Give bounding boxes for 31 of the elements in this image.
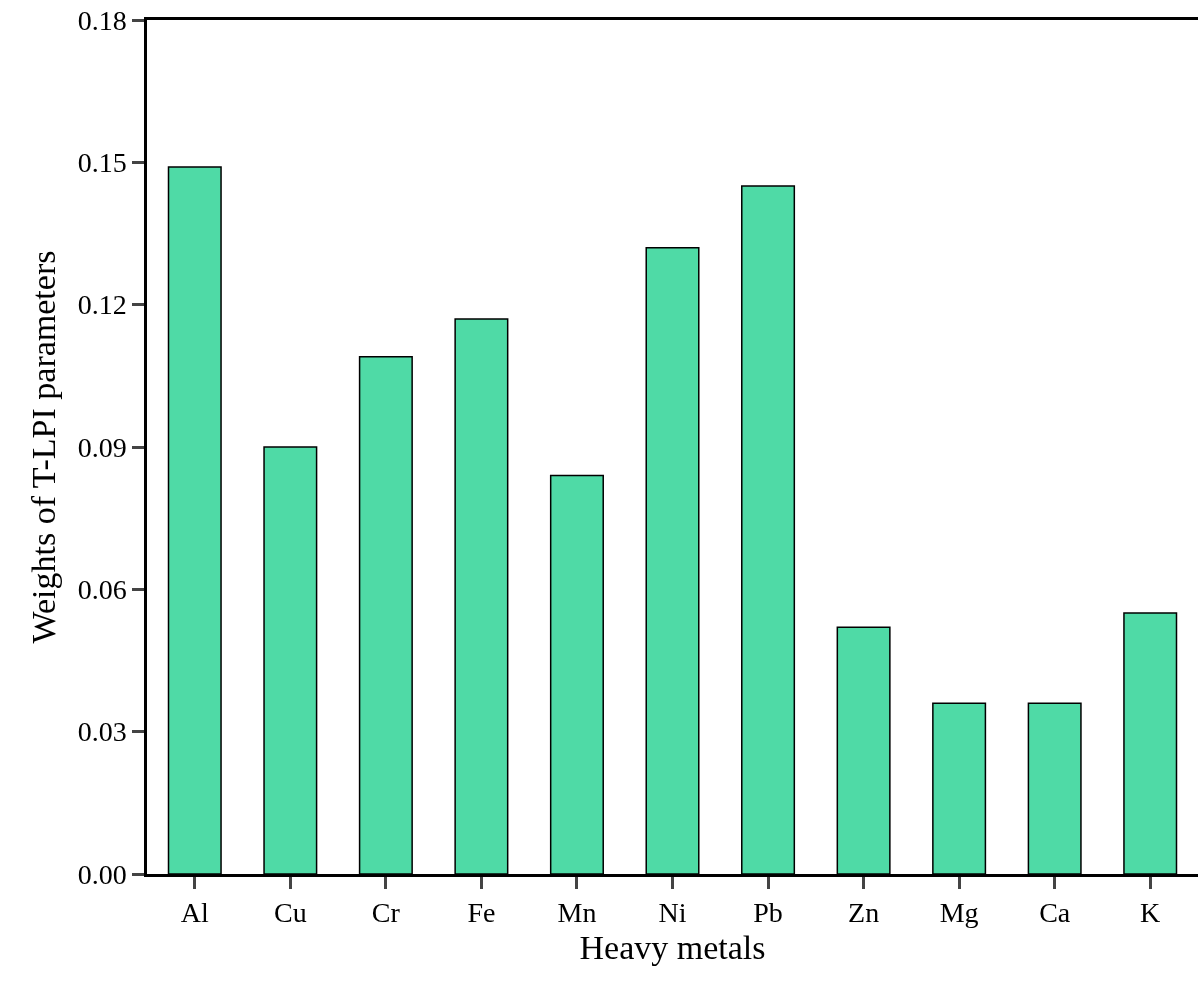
- x-tick-label: Al: [180, 897, 209, 929]
- y-tick-label: 0.03: [77, 716, 127, 748]
- x-tick-label: K: [1140, 897, 1161, 929]
- x-tick-label: Cu: [273, 897, 307, 929]
- bar: [836, 626, 891, 874]
- bar: [454, 318, 509, 874]
- x-tick-label: Fe: [467, 897, 496, 929]
- bar: [549, 474, 604, 874]
- x-axis-title: Heavy metals: [579, 928, 766, 966]
- bar: [932, 702, 987, 874]
- y-tick-label: 0.06: [77, 574, 127, 606]
- x-tick-label: Ni: [658, 897, 687, 929]
- bar: [1027, 702, 1082, 874]
- y-tick-label: 0.18: [77, 4, 127, 36]
- x-tick-label: Ca: [1039, 897, 1071, 929]
- y-tick-label: 0.12: [77, 289, 127, 321]
- x-tick-label: Mn: [557, 897, 597, 929]
- y-tick-label: 0.00: [77, 858, 127, 890]
- bar: [645, 246, 700, 874]
- x-tick-label: Mg: [939, 897, 979, 929]
- bar: [358, 356, 413, 874]
- x-tick-label: Pb: [753, 897, 783, 929]
- bar: [1123, 612, 1178, 874]
- x-tick-label: Cr: [371, 897, 401, 929]
- x-tick-label: Zn: [848, 897, 880, 929]
- y-tick-label: 0.15: [77, 147, 127, 179]
- y-tick-label: 0.09: [77, 431, 127, 463]
- bar: [741, 185, 796, 874]
- bar: [263, 446, 318, 874]
- y-axis-title: Weights of T-LPI parameters: [25, 250, 63, 644]
- bar: [167, 166, 222, 874]
